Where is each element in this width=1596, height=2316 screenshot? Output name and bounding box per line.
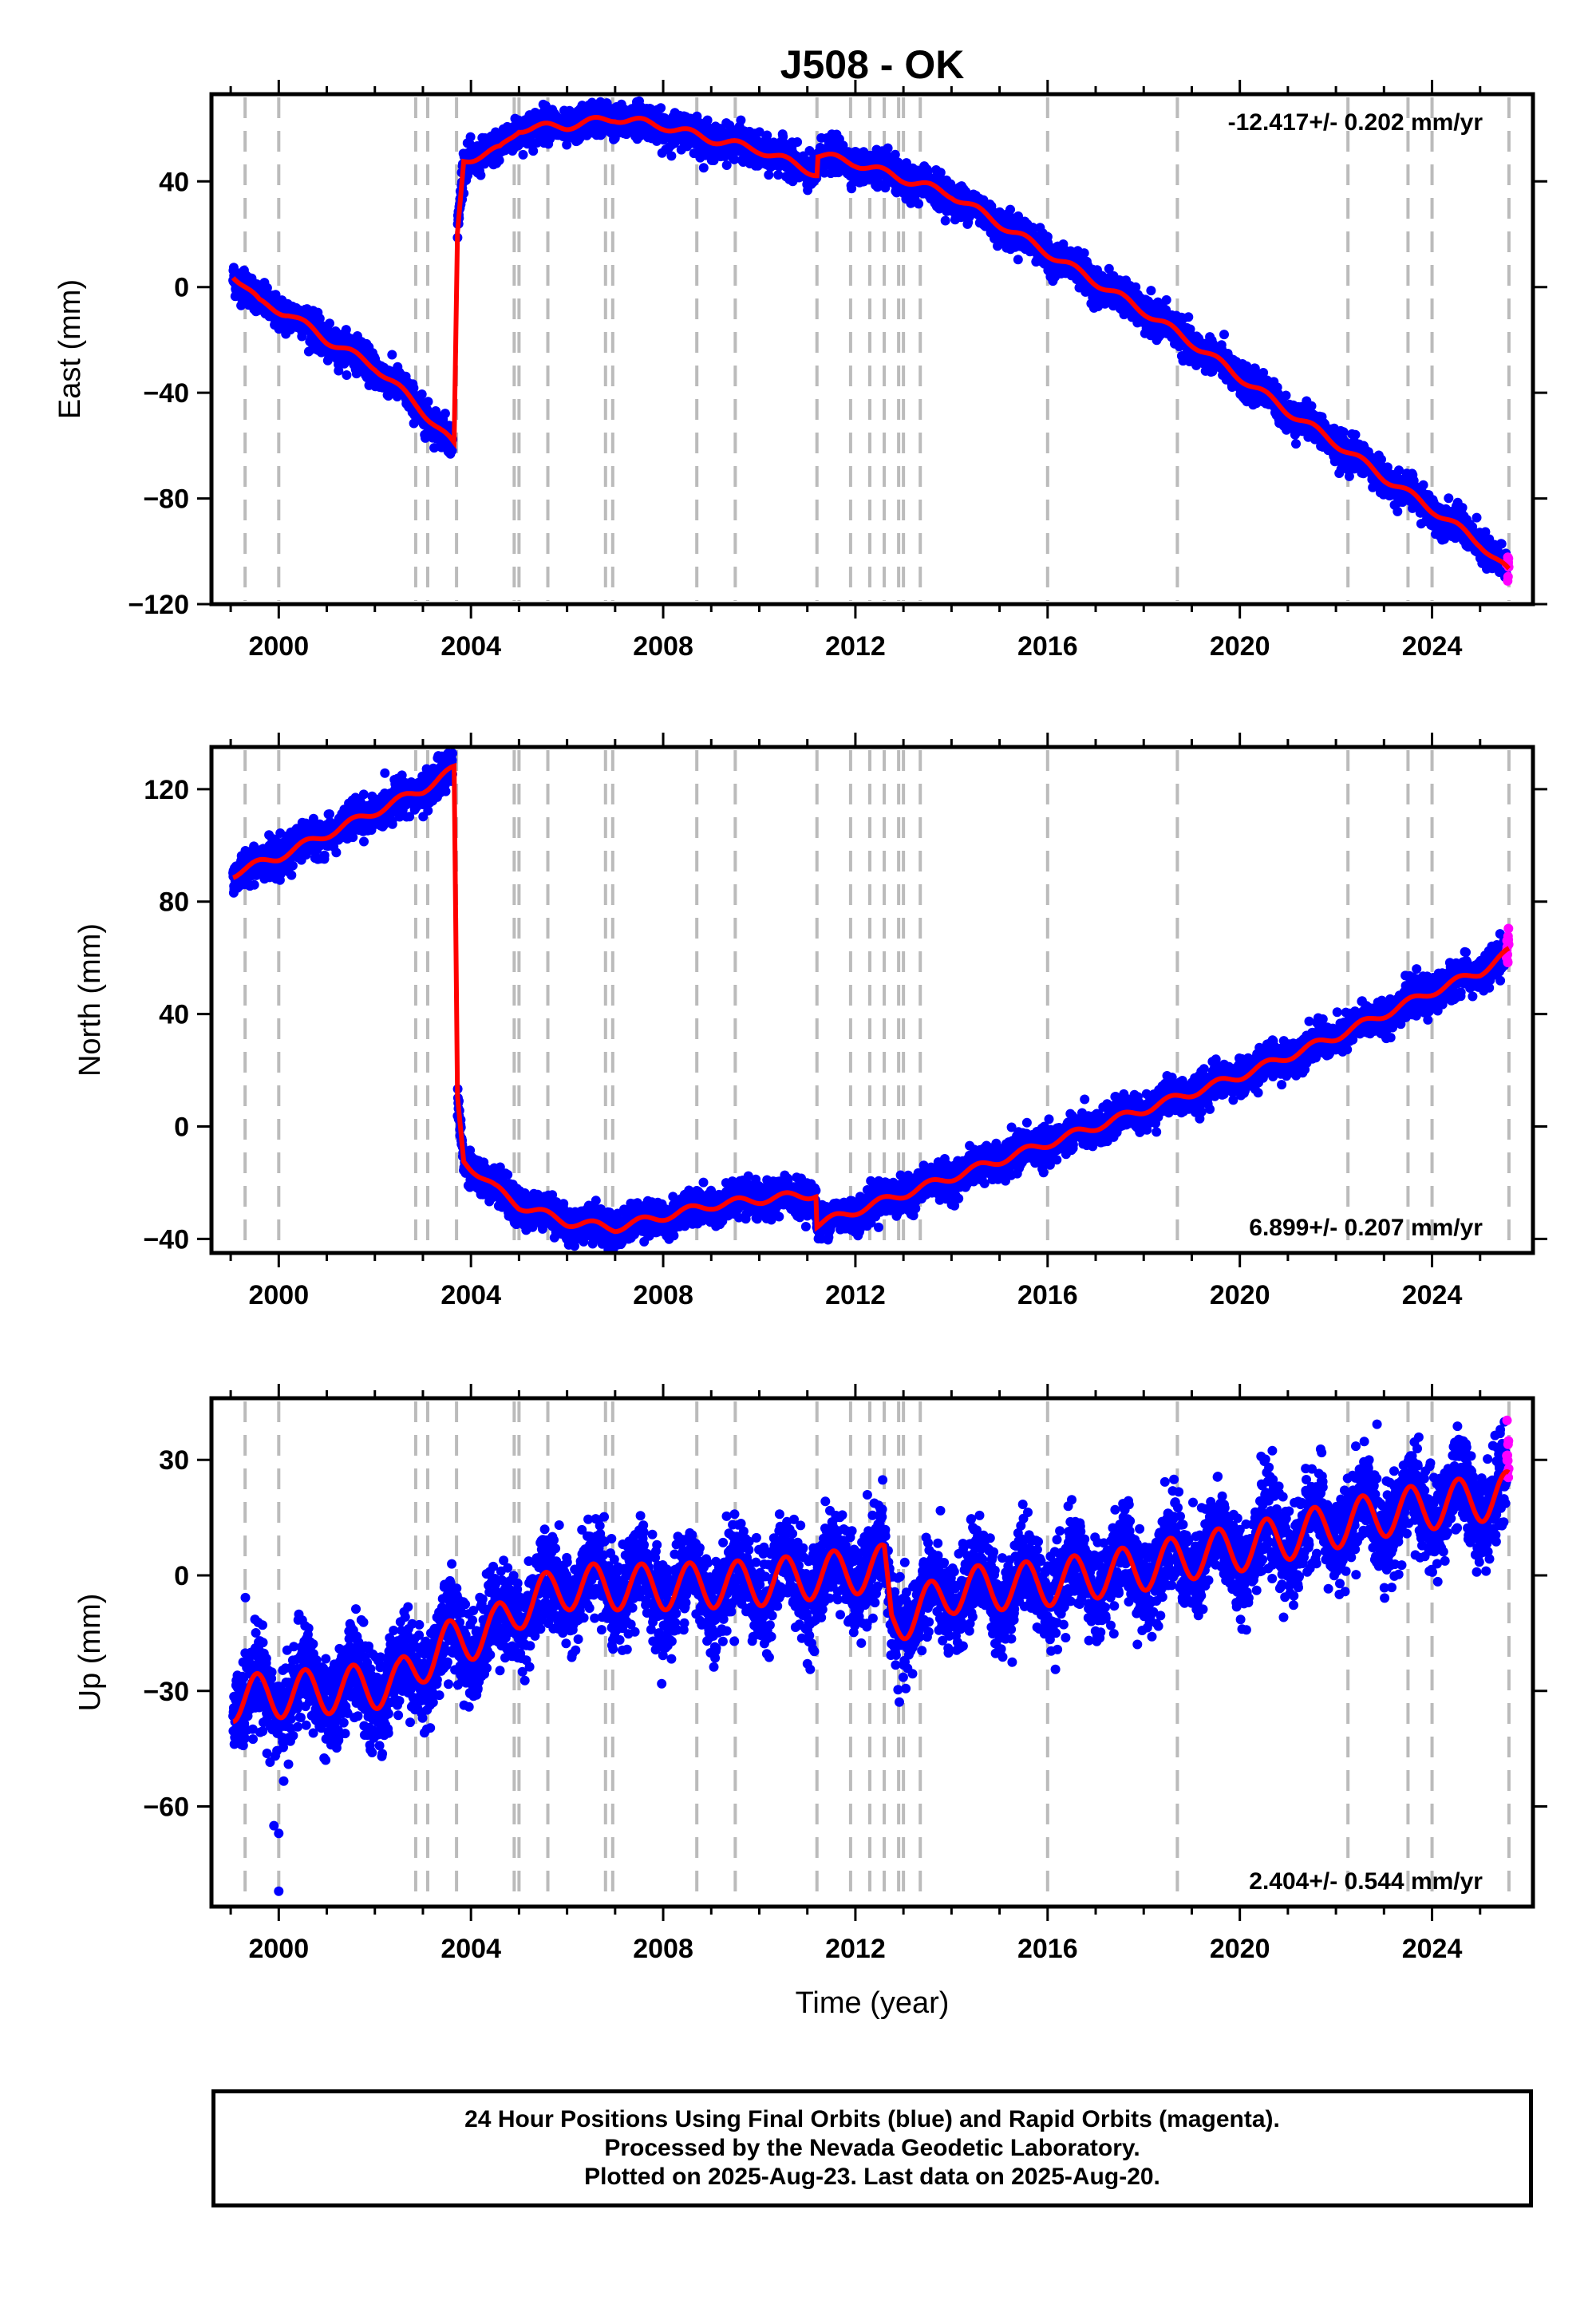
final-point xyxy=(518,149,528,160)
final-point xyxy=(656,103,666,113)
final-point xyxy=(883,143,893,153)
final-point xyxy=(721,160,732,170)
final-point xyxy=(262,283,272,293)
east-event-lines xyxy=(243,97,1511,601)
final-point xyxy=(1005,204,1015,215)
final-point xyxy=(440,409,450,419)
final-point xyxy=(387,350,397,360)
final-point xyxy=(465,132,476,142)
east-panel: 2000 2004 2008 2012 2016 2020 2024−120−80−4004… xyxy=(53,80,1547,662)
final-point xyxy=(698,163,709,173)
final-point xyxy=(940,215,950,226)
final-point xyxy=(1219,330,1229,340)
final-point xyxy=(528,146,539,156)
final-point xyxy=(1291,439,1301,449)
final-point xyxy=(342,370,352,380)
final-point xyxy=(325,318,334,329)
final-point xyxy=(914,199,924,209)
final-point xyxy=(1079,248,1089,259)
chart-title: J508 - OK xyxy=(780,42,965,87)
final-point xyxy=(762,130,772,140)
final-point xyxy=(1146,286,1156,296)
final-point xyxy=(1306,401,1317,411)
final-point xyxy=(334,366,344,376)
final-point xyxy=(476,170,486,180)
final-point xyxy=(736,115,746,125)
final-point xyxy=(409,383,419,393)
final-point xyxy=(417,389,427,399)
final-point xyxy=(423,397,433,407)
final-point xyxy=(1183,312,1194,322)
final-point xyxy=(1161,294,1171,305)
final-point xyxy=(1281,390,1291,401)
final-point xyxy=(314,314,325,324)
final-point xyxy=(666,151,677,161)
final-point xyxy=(1013,255,1023,265)
final-point xyxy=(792,137,803,147)
final-point xyxy=(494,155,504,165)
final-point xyxy=(341,325,351,335)
final-point xyxy=(447,445,457,456)
